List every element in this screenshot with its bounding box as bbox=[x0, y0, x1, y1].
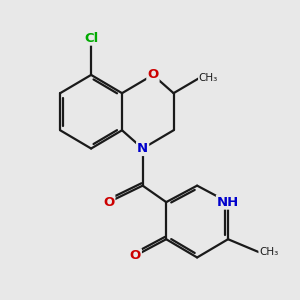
Text: NH: NH bbox=[217, 196, 239, 208]
Text: O: O bbox=[130, 249, 141, 262]
Text: CH₃: CH₃ bbox=[259, 247, 278, 257]
Text: CH₃: CH₃ bbox=[199, 74, 218, 83]
Text: N: N bbox=[137, 142, 148, 155]
Text: O: O bbox=[147, 68, 159, 81]
Text: O: O bbox=[103, 196, 114, 208]
Text: Cl: Cl bbox=[84, 32, 98, 45]
